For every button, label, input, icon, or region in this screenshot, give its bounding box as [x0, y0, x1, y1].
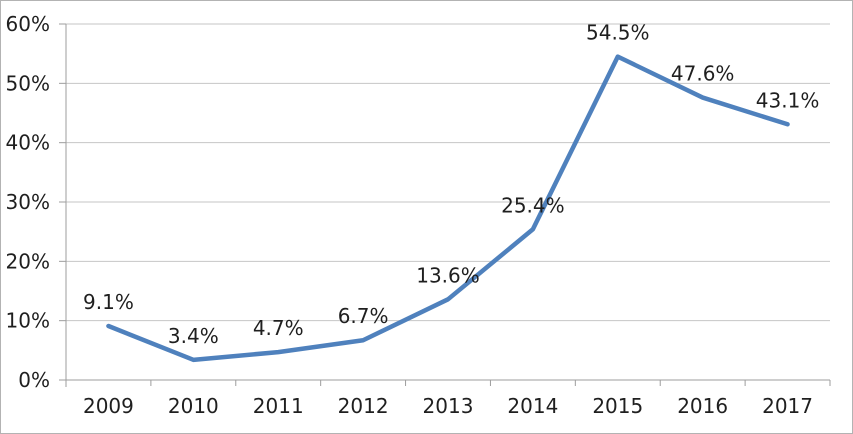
- y-axis-tick-label: 20%: [6, 249, 50, 273]
- x-axis-tick-label: 2012: [338, 394, 389, 418]
- x-axis-tick-label: 2013: [423, 394, 474, 418]
- y-axis-tick-label: 30%: [6, 190, 50, 214]
- gridlines: [66, 23, 830, 322]
- axes: [65, 24, 830, 387]
- y-axis-tick-label: 0%: [18, 368, 50, 392]
- y-axis-tick-label: 60%: [6, 12, 50, 36]
- data-label: 43.1%: [756, 88, 820, 112]
- x-axis-tick-label: 2010: [168, 394, 219, 418]
- data-label: 6.7%: [338, 304, 389, 328]
- x-axis-tick-label: 2009: [83, 394, 134, 418]
- y-axis-tick-label: 50%: [6, 71, 50, 95]
- x-axis-tick-label: 2011: [253, 394, 304, 418]
- data-label: 54.5%: [586, 21, 650, 45]
- data-label: 9.1%: [83, 290, 134, 314]
- y-axis-tick-label: 10%: [6, 309, 50, 333]
- y-axis-tick-label: 40%: [6, 131, 50, 155]
- x-axis-tick-label: 2016: [677, 394, 728, 418]
- data-labels: 9.1% 3.4% 4.7% 6.7% 13.6% 25.4% 54.5% 47.6% 43.1…: [83, 21, 819, 348]
- x-axis-tick-label: 2015: [592, 394, 643, 418]
- data-label: 3.4%: [168, 324, 219, 348]
- x-axis-tick-label: 2014: [507, 394, 558, 418]
- y-axis-ticks: 0% 10% 20% 30% 40% 50% 60%: [6, 12, 66, 392]
- x-axis-ticks: 2009 2010 2011 2012 2013 2014 2015 2016 2017: [65, 380, 831, 418]
- x-axis-tick-label: 2017: [762, 394, 813, 418]
- data-label: 25.4%: [501, 193, 565, 217]
- data-label: 13.6%: [416, 263, 480, 287]
- series-line: [106, 54, 790, 363]
- data-label: 47.6%: [671, 62, 735, 86]
- data-label: 4.7%: [253, 316, 304, 340]
